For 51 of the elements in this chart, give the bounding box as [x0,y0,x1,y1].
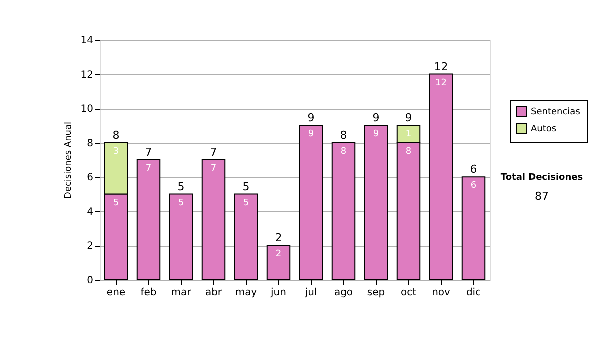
x-tick-label: mar [171,288,192,298]
data-label: 8 [406,146,412,157]
total-label: 9 [405,112,412,125]
data-label: 3 [113,146,120,157]
legend-label: Sentencias [531,108,581,118]
data-label: 5 [243,198,250,208]
y-tick-label: 12 [80,70,94,81]
x-tick-label: dic [466,288,482,298]
data-label: 9 [373,130,380,140]
data-label: 9 [308,130,314,140]
total-label: 2 [275,232,282,245]
total-label: 9 [308,112,315,125]
data-label: 5 [178,198,184,208]
x-tick-label: jun [270,288,286,298]
x-tick-label: ene [106,288,126,298]
total-label: 8 [340,128,348,142]
x-tick-label: sep [367,288,386,298]
text: 87 [535,190,549,203]
data-label: 8 [340,146,347,157]
y-tick-label: 8 [87,138,94,150]
x-tick-label: jul [304,288,318,298]
y-tick-label: 4 [87,206,94,218]
y-tick-label: 6 [87,172,94,184]
data-label: 5 [113,198,120,208]
total-label: 7 [210,146,218,159]
text: Total Decisiones [500,173,584,183]
y-tick-label: 2 [87,241,94,252]
x-tick-label: abr [205,288,223,298]
y-tick-label: 10 [80,104,94,116]
total-label: 5 [242,180,250,194]
total-label: 6 [470,163,478,176]
total-label: 9 [372,112,380,125]
y-tick-label: 14 [80,36,94,46]
data-label: 12 [436,78,447,88]
legend-label: Autos [531,124,557,134]
y-axis-title: Decisiones Anual [64,122,74,199]
x-tick-label: nov [432,288,451,298]
total-label: 8 [112,128,120,142]
data-label: 7 [210,164,217,174]
total-label: 7 [145,146,152,159]
data-label: 6 [470,181,477,192]
data-label: 7 [146,164,152,174]
data-label: 2 [276,250,282,260]
y-tick-label: 0 [87,276,94,286]
x-tick-label: feb [140,288,157,298]
x-tick-label: ago [334,288,354,298]
data-label: 1 [406,130,412,140]
total-label: 5 [178,180,185,194]
x-tick-label: oct [400,288,417,298]
x-tick-label: may [235,288,258,298]
total-label: 12 [434,60,448,74]
